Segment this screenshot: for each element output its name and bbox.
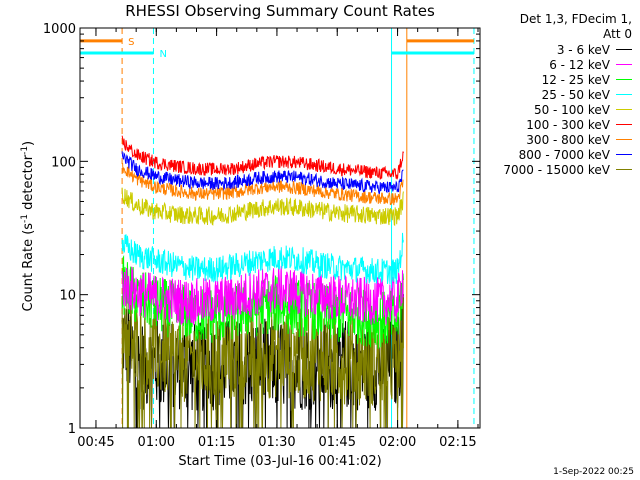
legend-swatch	[616, 109, 632, 110]
x-tick-label: 01:30	[258, 435, 295, 450]
y-tick-label: 1000	[43, 22, 76, 37]
axes: 00:45 01:00 01:15 01:30 01:45 02:00 02:15 1 10 10…	[43, 22, 480, 450]
x-tick-label: 01:45	[319, 435, 356, 450]
legend-item: 3 - 6 keV	[476, 42, 632, 57]
series-800-7000-keV	[121, 151, 404, 195]
chart-title: RHESSI Observing Summary Count Rates	[125, 2, 435, 20]
legend-swatch	[616, 64, 632, 65]
series-300-800-keV	[121, 162, 404, 206]
legend-swatch	[616, 124, 632, 125]
generated-date: 1-Sep-2022 00:25	[553, 467, 634, 477]
legend-swatch	[616, 139, 632, 140]
x-tick-label: 01:15	[198, 435, 235, 450]
legend-item: 6 - 12 keV	[476, 57, 632, 72]
series-25-50-keV	[121, 232, 404, 285]
plot-frame	[79, 27, 481, 429]
legend-swatch	[616, 94, 632, 95]
legend-label: 6 - 12 keV	[549, 57, 610, 72]
legend: Det 1,3, FDecim 1, Att 0 3 - 6 keV 6 - 12…	[476, 12, 632, 177]
series-50-100-keV	[121, 187, 404, 227]
y-tick-label: 100	[51, 155, 76, 170]
legend-item: 12 - 25 keV	[476, 72, 632, 87]
y-axis-label: Count Rate (s-1 detector-1)	[19, 140, 37, 312]
state-annotations: SN	[80, 37, 474, 60]
data-series	[121, 135, 404, 429]
legend-swatch	[616, 49, 632, 50]
legend-label: 12 - 25 keV	[541, 72, 610, 87]
legend-label: 7000 - 15000 keV	[503, 162, 610, 177]
legend-swatch	[616, 79, 632, 80]
x-axis-label: Start Time (03-Jul-16 00:41:02)	[178, 454, 382, 469]
x-tick-label: 00:45	[77, 435, 114, 450]
y-tick-label: 10	[59, 289, 76, 304]
x-tick-label: 01:00	[138, 435, 175, 450]
x-tick-label: 02:00	[379, 435, 416, 450]
legend-label: 100 - 300 keV	[526, 117, 610, 132]
legend-item: 7000 - 15000 keV	[476, 162, 632, 177]
legend-label: 300 - 800 keV	[526, 132, 610, 147]
legend-label: 800 - 7000 keV	[518, 147, 610, 162]
legend-header-line-1: Det 1,3, FDecim 1,	[519, 12, 632, 26]
legend-label: 50 - 100 keV	[533, 102, 610, 117]
annotation-label-N: N	[159, 49, 166, 60]
legend-header-line-2: Att 0	[603, 27, 632, 41]
x-tick-label: 02:15	[439, 435, 476, 450]
legend-swatch	[616, 154, 632, 155]
legend-item: 50 - 100 keV	[476, 102, 632, 117]
legend-item: 25 - 50 keV	[476, 87, 632, 102]
series-6-12-keV	[121, 265, 404, 326]
legend-swatch	[616, 169, 632, 170]
series-100-300-keV	[121, 135, 404, 181]
legend-item: 300 - 800 keV	[476, 132, 632, 147]
annotation-label-S: S	[128, 37, 134, 48]
legend-label: 25 - 50 keV	[541, 87, 610, 102]
legend-item: 100 - 300 keV	[476, 117, 632, 132]
legend-items: 3 - 6 keV 6 - 12 keV 12 - 25 keV 25 - 50 ke…	[476, 42, 632, 177]
y-tick-label: 1	[68, 422, 76, 437]
legend-label: 3 - 6 keV	[556, 42, 610, 57]
legend-item: 800 - 7000 keV	[476, 147, 632, 162]
